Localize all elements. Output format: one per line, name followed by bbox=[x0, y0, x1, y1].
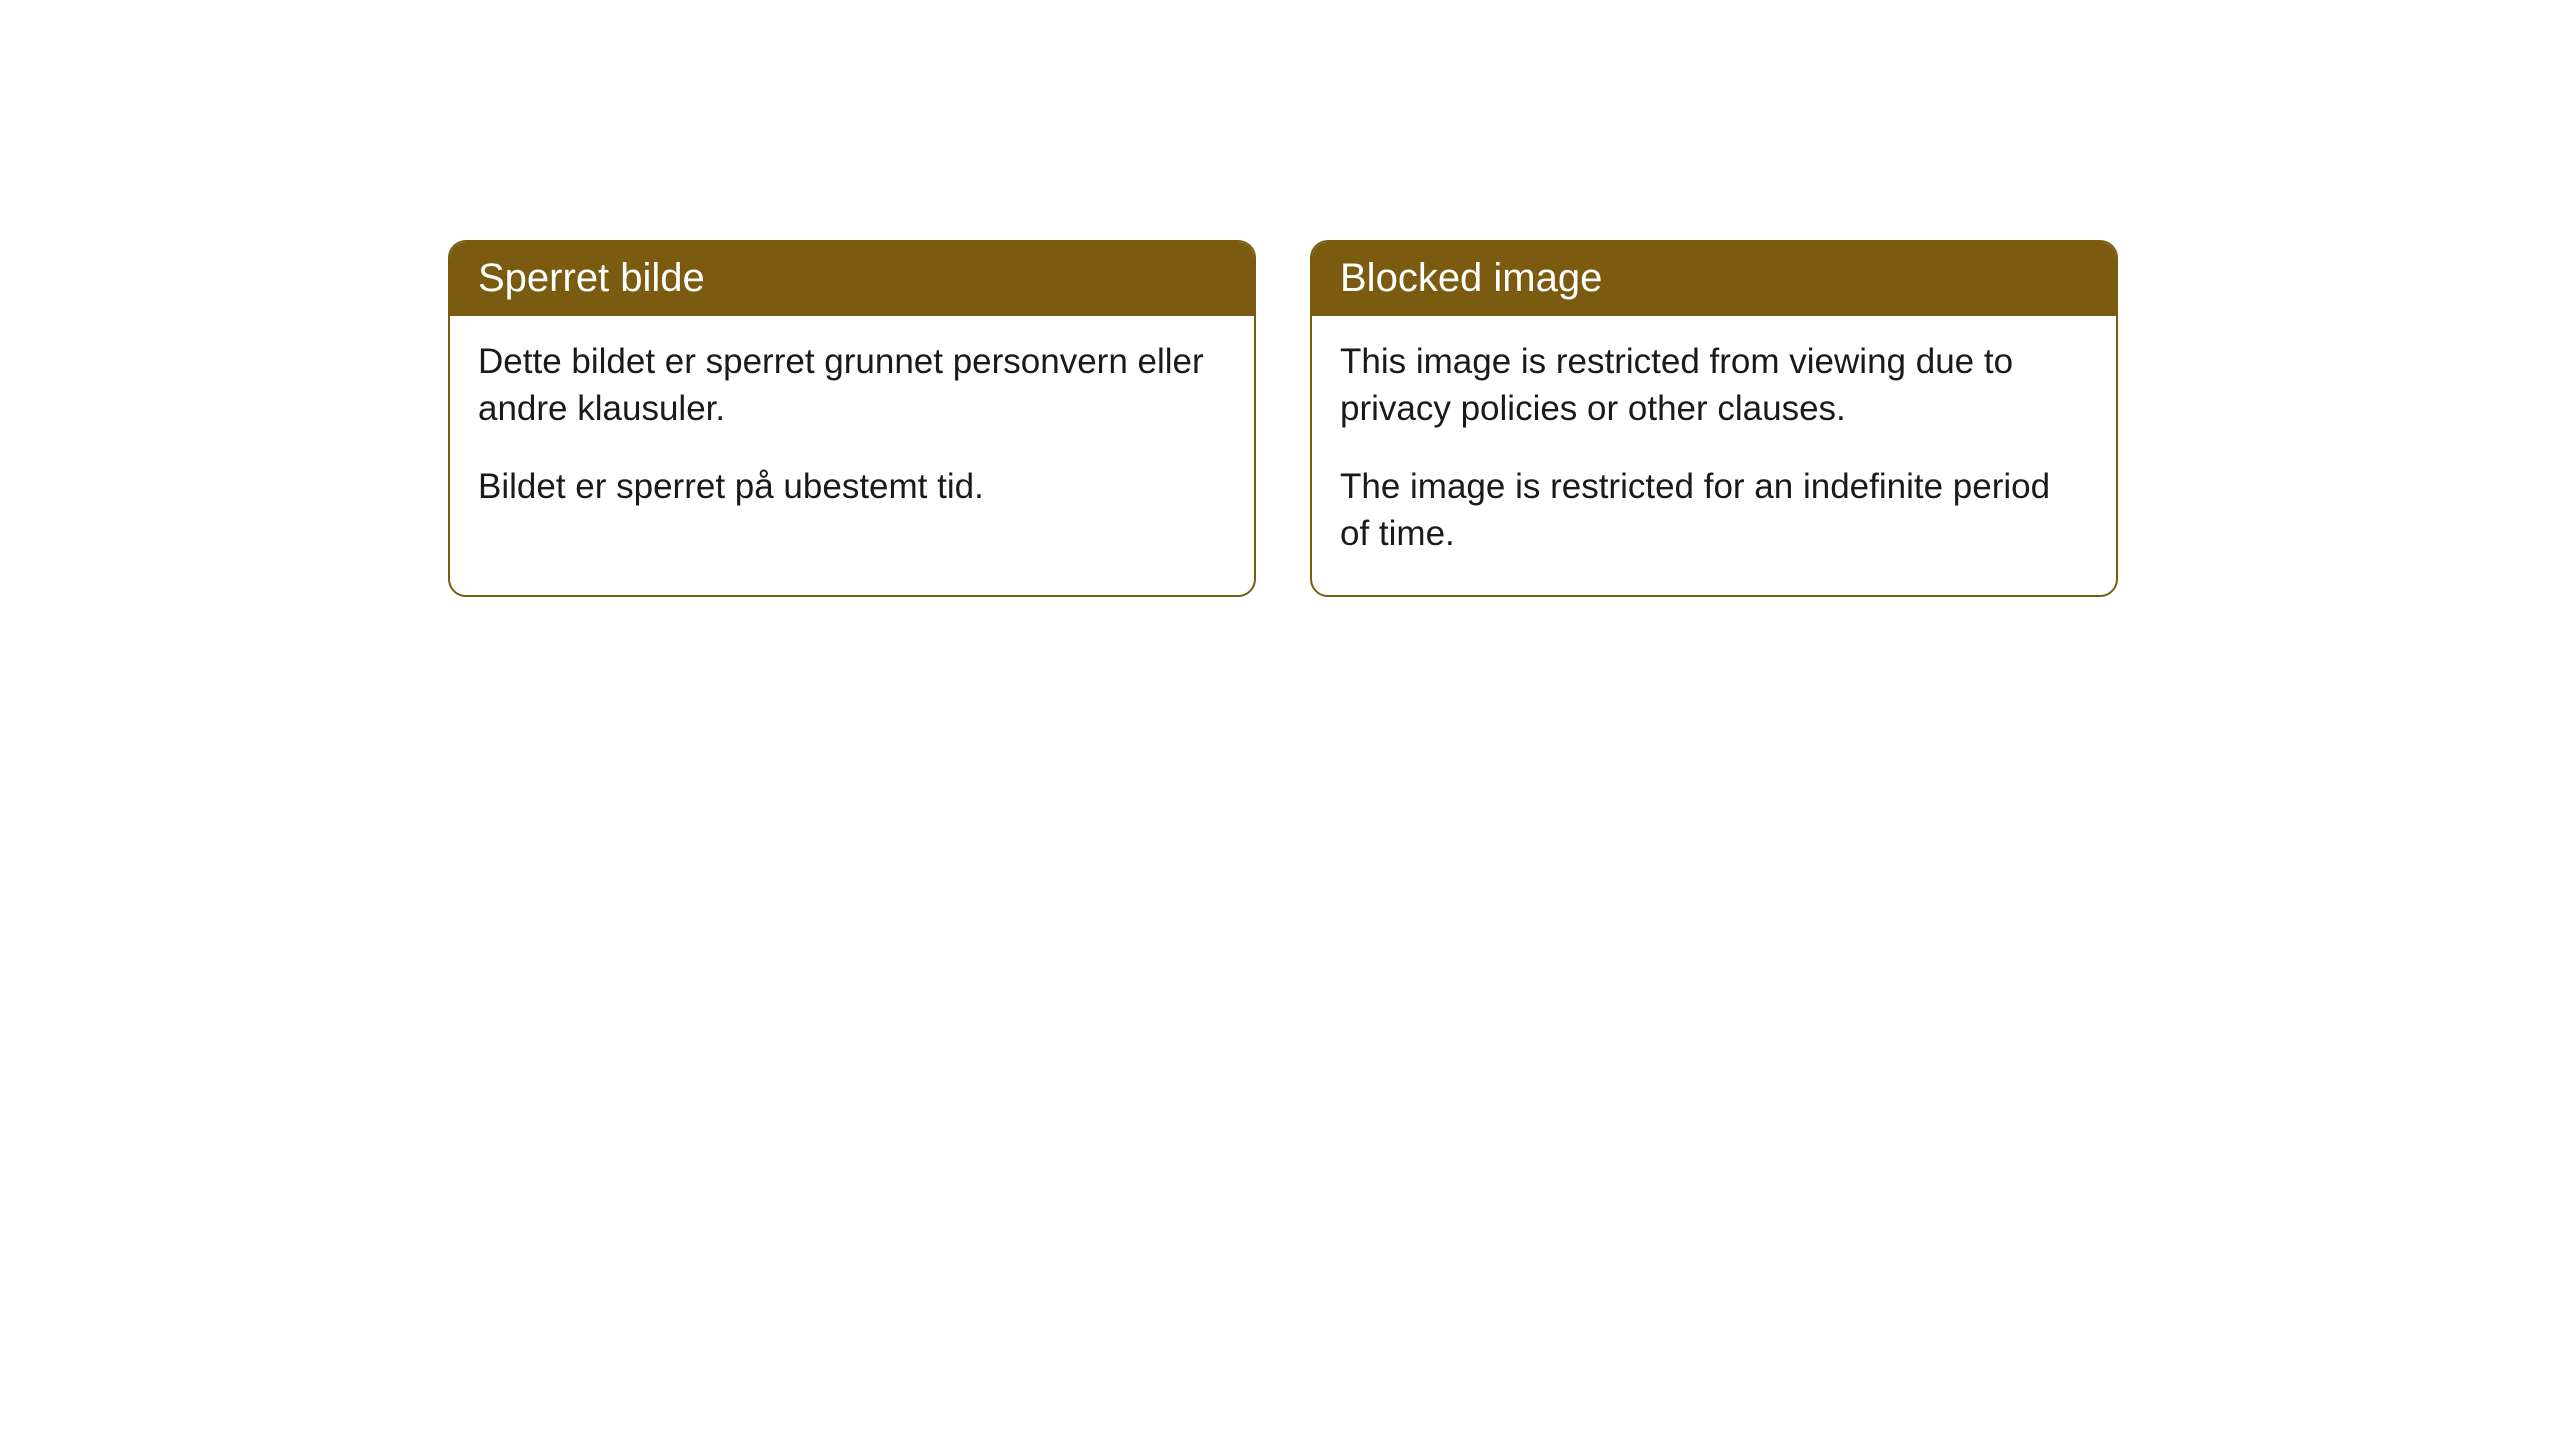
card-paragraph-2-english: The image is restricted for an indefinit… bbox=[1340, 463, 2088, 558]
card-paragraph-2-norwegian: Bildet er sperret på ubestemt tid. bbox=[478, 463, 1226, 510]
card-body-english: This image is restricted from viewing du… bbox=[1312, 316, 2116, 595]
card-header-english: Blocked image bbox=[1312, 242, 2116, 316]
cards-container: Sperret bilde Dette bildet er sperret gr… bbox=[0, 0, 2560, 597]
blocked-image-card-norwegian: Sperret bilde Dette bildet er sperret gr… bbox=[448, 240, 1256, 597]
blocked-image-card-english: Blocked image This image is restricted f… bbox=[1310, 240, 2118, 597]
card-header-norwegian: Sperret bilde bbox=[450, 242, 1254, 316]
card-paragraph-1-norwegian: Dette bildet er sperret grunnet personve… bbox=[478, 338, 1226, 433]
card-body-norwegian: Dette bildet er sperret grunnet personve… bbox=[450, 316, 1254, 548]
card-paragraph-1-english: This image is restricted from viewing du… bbox=[1340, 338, 2088, 433]
